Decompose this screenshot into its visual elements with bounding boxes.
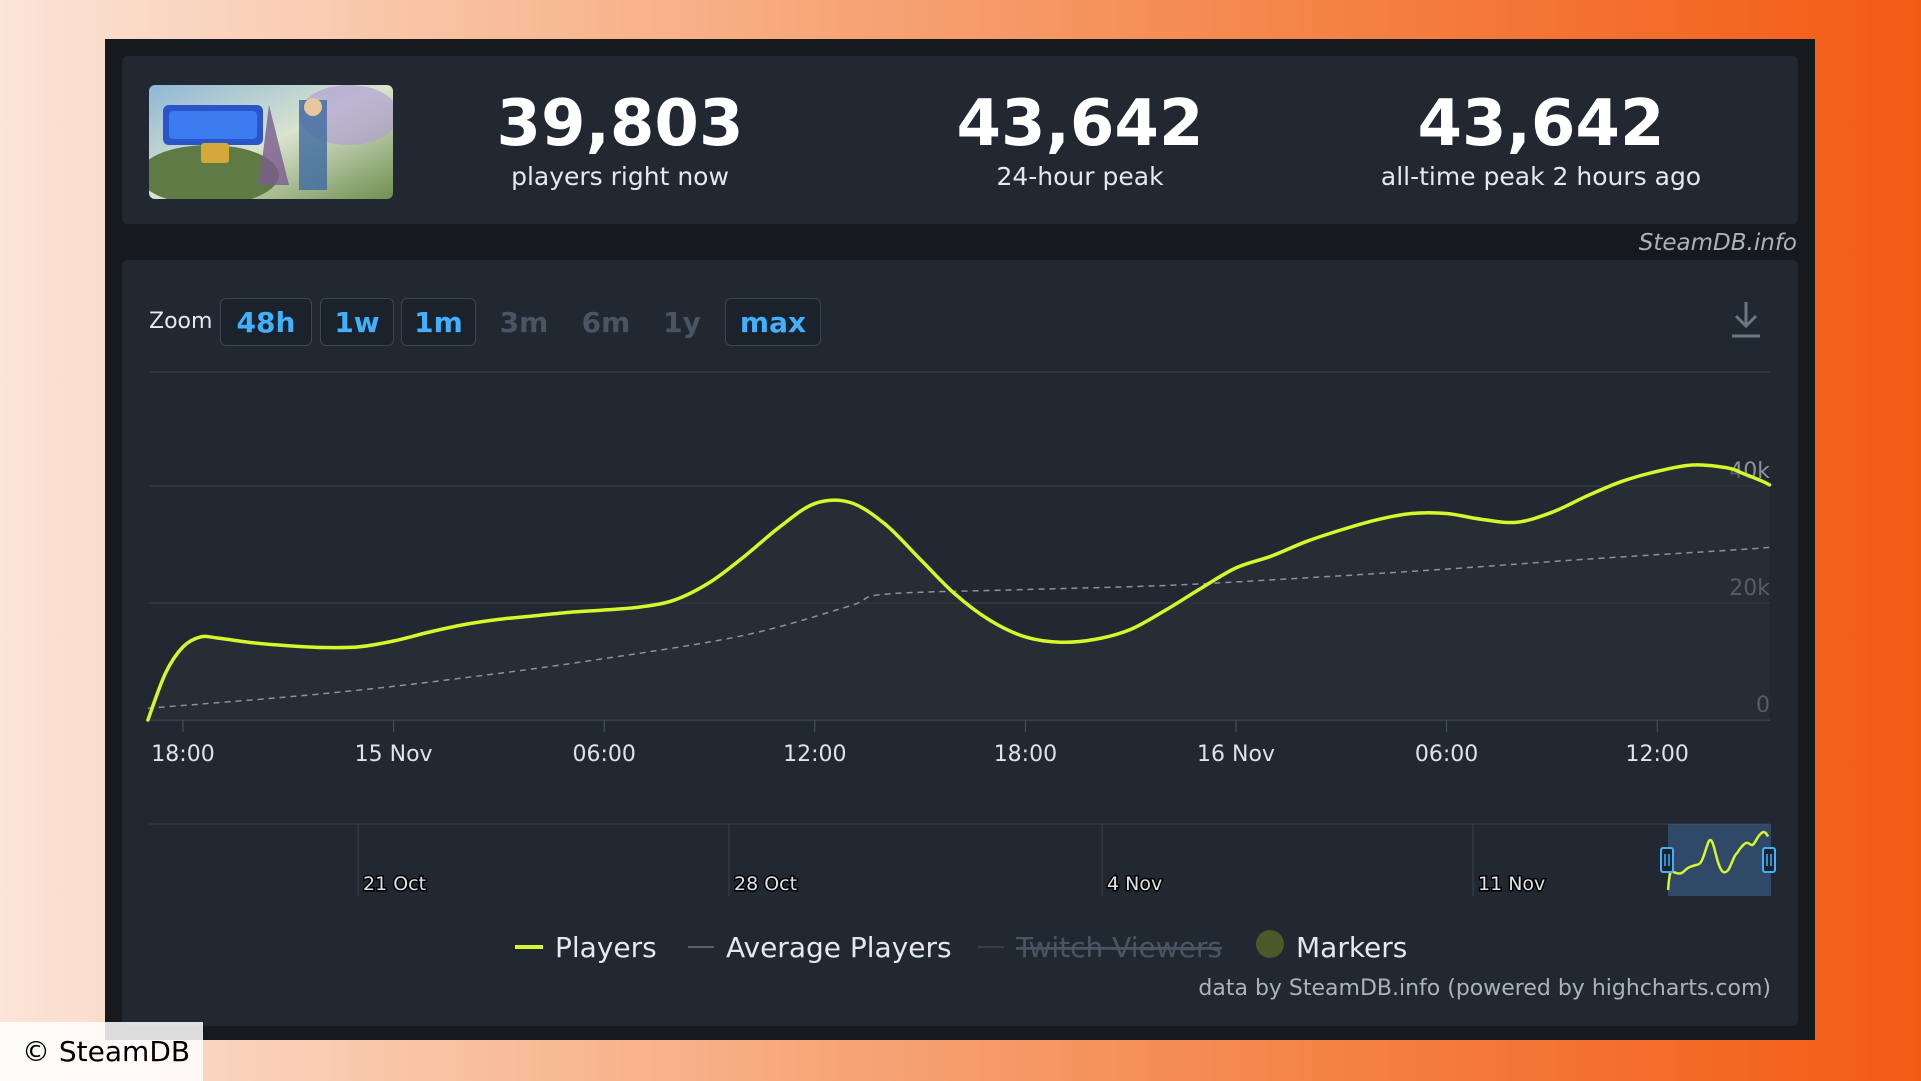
stat-all-time-peak: 43,642 all-time peak 2 hours ago [1311, 92, 1771, 191]
download-icon[interactable] [1728, 300, 1764, 340]
zoom-max-button[interactable]: max [725, 298, 821, 346]
chart-card [122, 260, 1798, 1026]
copyright-label: © SteamDB [0, 1022, 203, 1081]
zoom-1m-button[interactable]: 1m [401, 298, 476, 346]
zoom-48h-button[interactable]: 48h [220, 298, 312, 346]
source-credit[interactable]: SteamDB.info [1638, 230, 1797, 256]
stat-24h-peak: 43,642 24-hour peak [850, 92, 1310, 191]
zoom-3m-button[interactable]: 3m [499, 305, 549, 339]
zoom-6m-button[interactable]: 6m [581, 305, 631, 339]
all-time-peak-label: all-time peak 2 hours ago [1380, 162, 1702, 191]
zoom-1y-button[interactable]: 1y [663, 305, 701, 339]
game-thumbnail[interactable] [149, 85, 393, 199]
all-time-peak-value: 43,642 [1417, 87, 1665, 161]
stats-card [122, 56, 1798, 224]
current-players-value: 39,803 [496, 87, 744, 161]
chart-credit[interactable]: data by SteamDB.info (powered by highcha… [1198, 976, 1771, 1001]
peak-24h-value: 43,642 [956, 87, 1204, 161]
stat-current-players: 39,803 players right now [390, 92, 850, 191]
zoom-label: Zoom [149, 309, 213, 334]
peak-24h-label: 24-hour peak [996, 162, 1164, 191]
current-players-label: players right now [511, 162, 729, 191]
game-artwork-image [149, 85, 393, 199]
zoom-1w-button[interactable]: 1w [320, 298, 394, 346]
